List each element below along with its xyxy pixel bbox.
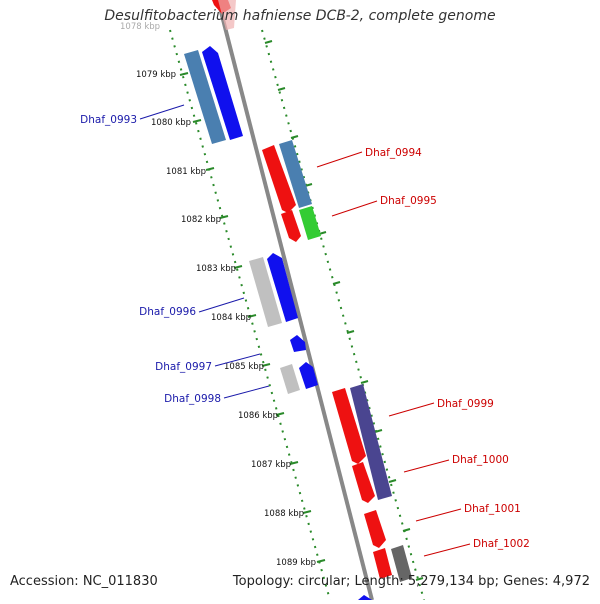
tick-mark bbox=[261, 363, 271, 367]
tick-labels: 1078 kbp 1079 kbp 1080 kbp 1081 kbp 1082… bbox=[120, 22, 316, 568]
label-connector bbox=[139, 104, 185, 120]
tick-mark bbox=[332, 281, 341, 285]
left-dotted-guide bbox=[169, 29, 331, 601]
tick-mark bbox=[388, 479, 397, 483]
label-connector bbox=[423, 543, 471, 557]
label-connector bbox=[198, 297, 245, 313]
tick-mark bbox=[415, 577, 424, 581]
gene-feature[interactable] bbox=[350, 384, 392, 500]
tick-label: 1087 kbp bbox=[251, 460, 291, 470]
gene-label[interactable]: Dhaf_0996 bbox=[139, 306, 196, 318]
tick-label: 1089 kbp bbox=[276, 558, 316, 568]
tick-label: 1079 kbp bbox=[136, 70, 176, 80]
label-connector bbox=[415, 508, 462, 522]
gene-label[interactable]: Dhaf_0997 bbox=[155, 361, 212, 373]
tick-label: 1078 kbp bbox=[120, 22, 160, 32]
gene-feature[interactable] bbox=[358, 595, 372, 600]
label-connector bbox=[331, 200, 378, 217]
tick-label: 1082 kbp bbox=[181, 215, 221, 225]
genome-backbone bbox=[216, 0, 374, 601]
tick-mark bbox=[275, 412, 285, 416]
tick-mark bbox=[264, 40, 273, 44]
tick-mark bbox=[205, 167, 215, 171]
map-title: Desulfitobacterium hafniense DCB-2, comp… bbox=[104, 8, 496, 24]
tick-mark bbox=[179, 72, 189, 76]
gene-dhaf-1002[interactable] bbox=[373, 548, 392, 579]
tick-mark bbox=[316, 559, 326, 563]
gene-dhaf-0994[interactable] bbox=[262, 145, 296, 213]
gene-label[interactable]: Dhaf_0998 bbox=[164, 393, 221, 405]
tick-label: 1086 kbp bbox=[238, 411, 278, 421]
gene-dhaf-0996[interactable] bbox=[267, 253, 298, 322]
tick-mark bbox=[346, 330, 355, 334]
gene-dhaf-0997[interactable] bbox=[290, 335, 306, 352]
gene-feature[interactable] bbox=[202, 46, 243, 140]
label-connector bbox=[388, 402, 435, 417]
tick-mark bbox=[233, 265, 243, 269]
label-connector bbox=[214, 353, 261, 367]
gene-dhaf-0999[interactable] bbox=[332, 388, 366, 464]
gene-label[interactable]: Dhaf_0999 bbox=[437, 398, 494, 410]
gene-label[interactable]: Dhaf_1001 bbox=[464, 503, 521, 515]
gene-labels-right: Dhaf_0994 Dhaf_0995 Dhaf_0999 Dhaf_1000 … bbox=[365, 147, 530, 550]
gene-feature[interactable] bbox=[280, 364, 300, 394]
gene-dhaf-1001[interactable] bbox=[364, 510, 386, 548]
tick-marks-right bbox=[264, 40, 424, 581]
gene-label[interactable]: Dhaf_1000 bbox=[452, 454, 509, 466]
label-connector bbox=[316, 151, 363, 168]
gene-labels-left: Dhaf_0993 Dhaf_0996 Dhaf_0997 Dhaf_0998 bbox=[80, 114, 221, 405]
tick-mark bbox=[302, 510, 312, 514]
tick-mark bbox=[402, 528, 411, 532]
gene-dhaf-1000[interactable] bbox=[352, 462, 375, 503]
tick-label: 1084 kbp bbox=[211, 313, 251, 323]
gene-label[interactable]: Dhaf_0995 bbox=[380, 195, 437, 207]
gene-dhaf-0995[interactable] bbox=[281, 210, 301, 242]
tick-mark bbox=[277, 87, 286, 91]
tick-mark bbox=[290, 135, 299, 139]
tick-label: 1088 kbp bbox=[264, 509, 304, 519]
gene-feature[interactable] bbox=[249, 257, 282, 327]
tick-mark bbox=[219, 215, 229, 219]
gene-dhaf-0993[interactable] bbox=[184, 50, 226, 144]
label-connector bbox=[403, 459, 450, 473]
tick-mark bbox=[247, 314, 257, 318]
tick-label: 1081 kbp bbox=[166, 167, 206, 177]
tick-label: 1083 kbp bbox=[196, 264, 236, 274]
right-dotted-guide bbox=[261, 29, 425, 601]
tick-mark bbox=[192, 119, 202, 123]
tick-mark bbox=[374, 429, 383, 433]
gene-label[interactable]: Dhaf_1002 bbox=[473, 538, 530, 550]
tick-mark bbox=[289, 461, 299, 465]
topology-text: Topology: circular; Length: 5,279,134 bp… bbox=[232, 574, 590, 589]
tick-label: 1080 kbp bbox=[151, 118, 191, 128]
tick-label: 1085 kbp bbox=[224, 362, 264, 372]
accession-text: Accession: NC_011830 bbox=[10, 574, 158, 589]
gene-feature[interactable] bbox=[279, 140, 312, 208]
gene-feature[interactable] bbox=[391, 545, 412, 582]
gene-feature[interactable] bbox=[299, 206, 321, 240]
gene-label[interactable]: Dhaf_0994 bbox=[365, 147, 422, 159]
gene-label[interactable]: Dhaf_0993 bbox=[80, 114, 137, 126]
tick-marks-left bbox=[179, 72, 326, 563]
tick-mark bbox=[360, 380, 369, 384]
label-connector bbox=[223, 385, 270, 399]
gene-dhaf-0998[interactable] bbox=[299, 362, 318, 389]
gene-feature-shadow bbox=[218, 0, 236, 30]
